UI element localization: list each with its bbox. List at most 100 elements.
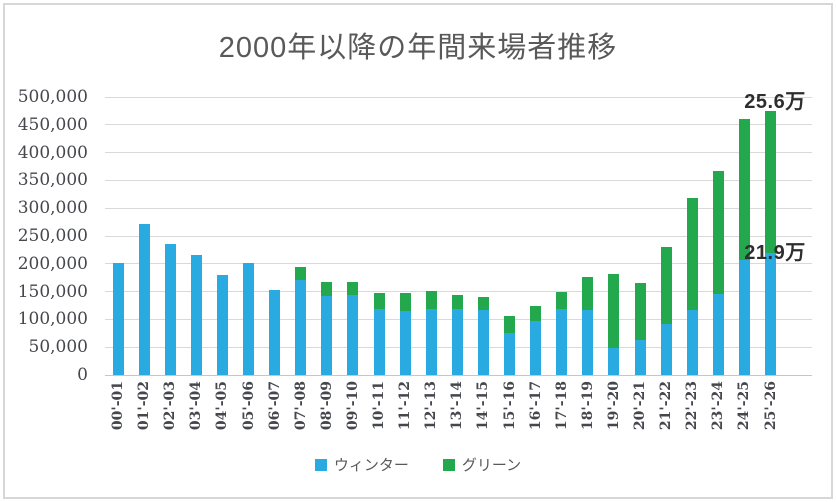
bar-segment-winter bbox=[295, 280, 307, 375]
bar-segment-winter bbox=[190, 255, 202, 375]
bar-segment-winter bbox=[321, 296, 333, 375]
gridline bbox=[105, 179, 812, 181]
bar-segment-winter bbox=[738, 259, 750, 375]
bar-segment-winter bbox=[556, 308, 568, 375]
bar-segment-winter bbox=[477, 309, 489, 375]
bar-segment-green bbox=[477, 296, 489, 310]
x-axis-category-label: 12'-13 bbox=[423, 381, 440, 431]
x-axis-category-label: 09'-10 bbox=[344, 381, 361, 431]
y-axis-tick-label: 250,000 bbox=[17, 226, 88, 246]
x-axis-category-label: 23'-24 bbox=[710, 381, 727, 431]
bar-segment-winter bbox=[399, 311, 411, 375]
bar-segment-winter bbox=[164, 244, 176, 375]
x-axis-category-label: 04'-05 bbox=[214, 381, 231, 431]
x-axis-category-label: 02'-03 bbox=[162, 381, 179, 431]
data-label-winter-25-26: 21.9万 bbox=[744, 242, 806, 265]
bar-segment-winter bbox=[765, 253, 776, 375]
x-axis-category-label: 14'-15 bbox=[475, 381, 492, 431]
bar-segment-winter bbox=[425, 308, 437, 375]
y-axis-tick-label: 150,000 bbox=[17, 281, 88, 302]
y-axis-tick-label: 50,000 bbox=[28, 337, 88, 358]
bar-segment-winter bbox=[216, 275, 228, 375]
bar-segment-green bbox=[504, 316, 515, 334]
bar-segment-green bbox=[347, 282, 359, 295]
x-axis-category-label: 06'-07 bbox=[266, 381, 283, 431]
gridline bbox=[105, 263, 812, 265]
x-axis-category-label: 00'-01 bbox=[110, 381, 126, 431]
bar-segment-green bbox=[530, 306, 542, 322]
bar-segment-green bbox=[582, 276, 594, 310]
x-axis-category-label: 08'-09 bbox=[318, 381, 335, 431]
bar-segment-winter bbox=[582, 309, 594, 375]
x-axis-line bbox=[105, 374, 812, 376]
x-axis-category-label: 11'-12 bbox=[397, 381, 414, 431]
legend-swatch-icon bbox=[442, 458, 455, 471]
bar-segment-winter bbox=[112, 262, 124, 375]
gridline bbox=[105, 207, 812, 209]
x-axis-category-label: 21'-22 bbox=[658, 381, 675, 431]
bar-segment-winter bbox=[634, 339, 646, 375]
x-axis-category-label: 17'-18 bbox=[553, 381, 570, 431]
x-axis-category-label: 03'-04 bbox=[188, 381, 205, 431]
bar-segment-green bbox=[556, 292, 568, 309]
y-axis-tick-label: 450,000 bbox=[17, 114, 88, 135]
x-axis-category-label: 25'-26 bbox=[762, 381, 779, 431]
legend-item-winter: ウィンター bbox=[314, 454, 409, 475]
bar-segment-winter bbox=[686, 309, 698, 375]
bar-segment-green bbox=[686, 198, 698, 310]
x-axis-category-label: 15'-16 bbox=[501, 381, 518, 431]
bar-segment-winter bbox=[373, 309, 385, 375]
legend-label: グリーン bbox=[461, 457, 522, 474]
gridline bbox=[105, 96, 812, 98]
x-axis-category-label: 20'-21 bbox=[632, 381, 648, 431]
bar-segment-winter bbox=[660, 323, 672, 375]
bar-segment-green bbox=[765, 110, 776, 254]
x-axis-category-label: 05'-06 bbox=[240, 381, 257, 431]
gridline bbox=[105, 235, 812, 237]
legend-label: ウィンター bbox=[333, 457, 409, 474]
x-axis-category-label: 18'-19 bbox=[579, 381, 596, 431]
bar-segment-winter bbox=[138, 223, 150, 375]
gridline bbox=[105, 152, 812, 154]
bar-segment-green bbox=[425, 291, 437, 309]
y-axis-tick-label: 400,000 bbox=[17, 142, 88, 163]
x-axis-category-label: 07'-08 bbox=[292, 381, 309, 431]
y-axis-tick-label: 350,000 bbox=[17, 170, 88, 191]
bar-segment-winter bbox=[712, 293, 724, 375]
bar-segment-green bbox=[712, 170, 724, 294]
gridline bbox=[105, 124, 812, 126]
bar-segment-green bbox=[451, 294, 463, 310]
legend: ウィンター グリーン bbox=[0, 454, 836, 475]
bar-segment-green bbox=[660, 246, 672, 324]
bar-segment-green bbox=[321, 281, 333, 297]
x-axis-category-label: 24'-25 bbox=[736, 381, 753, 431]
y-axis-tick-label: 100,000 bbox=[17, 309, 88, 330]
x-axis-category-label: 16'-17 bbox=[527, 381, 544, 431]
bar-segment-green bbox=[608, 274, 620, 349]
bar-segment-winter bbox=[451, 309, 463, 375]
bar-segment-winter bbox=[269, 289, 281, 375]
bar-segment-winter bbox=[347, 294, 359, 375]
y-axis-tick-label: 500,000 bbox=[17, 87, 88, 107]
bar-segment-green bbox=[373, 292, 385, 310]
x-axis-category-label: 01'-02 bbox=[136, 381, 153, 431]
y-axis-tick-label: 0 bbox=[77, 365, 88, 385]
bar-segment-green bbox=[295, 267, 307, 281]
x-axis-category-label: 13'-14 bbox=[449, 381, 466, 431]
legend-swatch-icon bbox=[314, 458, 327, 471]
x-axis-category-label: 22'-23 bbox=[684, 381, 701, 431]
bar-segment-winter bbox=[504, 333, 515, 375]
y-axis-tick-label: 200,000 bbox=[17, 253, 88, 274]
data-label-green-25-26: 25.6万 bbox=[744, 90, 806, 113]
bar-segment-green bbox=[399, 292, 411, 312]
chart-title: 2000年以降の年間来場者推移 bbox=[218, 32, 618, 64]
gridline bbox=[105, 291, 812, 293]
legend-item-green: グリーン bbox=[442, 454, 522, 475]
bar-segment-green bbox=[634, 282, 646, 340]
bar-segment-green bbox=[738, 118, 750, 260]
bar-segment-winter bbox=[530, 321, 542, 375]
bar-segment-winter bbox=[608, 348, 620, 375]
bar-segment-winter bbox=[243, 263, 254, 375]
